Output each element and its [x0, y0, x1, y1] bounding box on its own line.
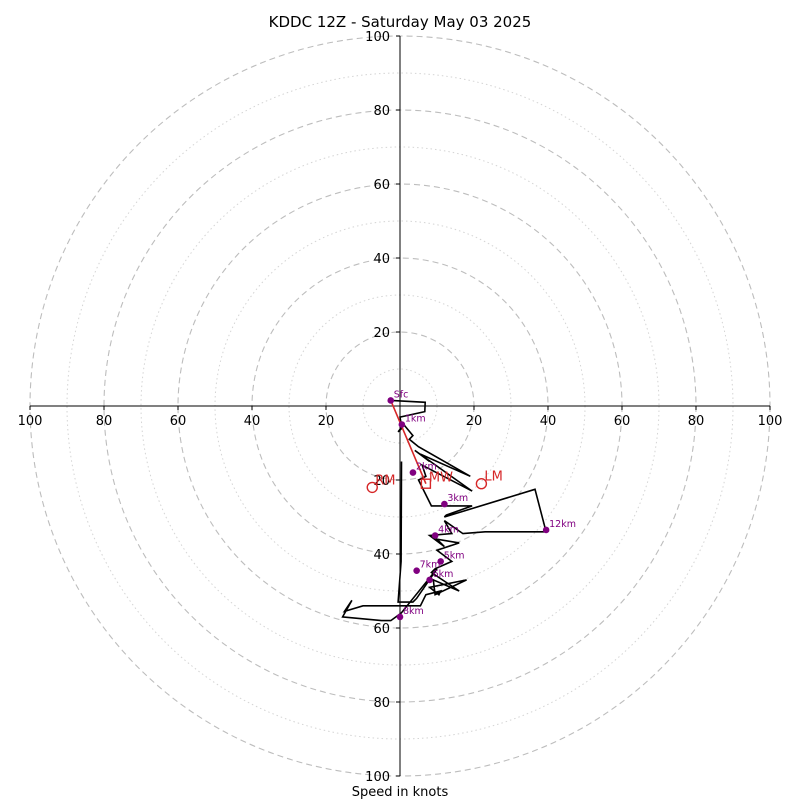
height-marker-label: 3km [447, 493, 468, 504]
x-tick-label: 80 [96, 414, 113, 429]
storm-motion-marker [366, 481, 378, 494]
y-tick-label: 80 [373, 104, 390, 119]
hodograph-line [341, 399, 548, 622]
height-marker-point [441, 500, 448, 508]
y-tick-label: 80 [373, 696, 390, 711]
height-marker-label: 2km [416, 462, 437, 473]
height-marker-point [413, 567, 420, 574]
x-tick-label: 20 [466, 414, 483, 429]
chart-title: KDDC 12Z - Saturday May 03 2025 [269, 13, 532, 31]
height-marker-point [387, 397, 395, 404]
height-marker-label: 8km [403, 606, 424, 617]
height-marker-label: 5km [444, 550, 465, 561]
height-marker-label: 4km [438, 525, 459, 536]
shear-vector-line [390, 400, 427, 485]
y-tick-label: 100 [365, 30, 390, 45]
storm-motion-points: RM LM MW [366, 470, 503, 494]
x-tick-label: 40 [244, 414, 261, 429]
height-marker-label: 12km [549, 519, 576, 530]
x-tick-label: 60 [170, 414, 187, 429]
x-tick-label: 100 [18, 414, 43, 429]
x-tick-label: 20 [318, 414, 335, 429]
height-marker-label: 6km [433, 569, 454, 580]
x-tick-label: 40 [540, 414, 557, 429]
x-axis-label: Speed in knots [352, 785, 449, 800]
x-tick-label: 80 [688, 414, 705, 429]
hodograph-series [341, 399, 548, 622]
height-marker-point [437, 558, 445, 565]
storm-motion-label: RM [375, 473, 395, 488]
y-tick-label: 20 [373, 326, 390, 341]
tick-labels: 100 80 60 40 20 20 40 60 80 100 100 80 60 40 20 20 40 60 8… [18, 30, 783, 785]
height-marker-label: 1km [405, 414, 426, 425]
y-tick-label: 60 [373, 622, 390, 637]
height-marker-point [396, 613, 404, 621]
x-tick-label: 100 [758, 414, 783, 429]
height-marker-label: Sfc [394, 389, 409, 400]
y-tick-label: 40 [373, 252, 390, 267]
height-marker-point [431, 532, 439, 539]
y-tick-label: 100 [365, 770, 390, 785]
mean-wind-marker [420, 478, 432, 489]
height-marker-label: 7km [420, 560, 441, 571]
y-tick-label: 40 [373, 548, 390, 563]
mean-wind-label: MW [429, 471, 453, 486]
y-tick-label: 20 [373, 474, 390, 489]
height-marker-point [426, 576, 433, 584]
height-marker-point [398, 421, 406, 428]
x-tick-label: 60 [614, 414, 631, 429]
storm-motion-label: LM [484, 470, 502, 485]
y-tick-label: 60 [373, 178, 390, 193]
axes [29, 35, 771, 777]
height-marker-point [409, 469, 417, 476]
storm-motion-marker [475, 478, 488, 490]
height-marker-point [542, 526, 550, 534]
